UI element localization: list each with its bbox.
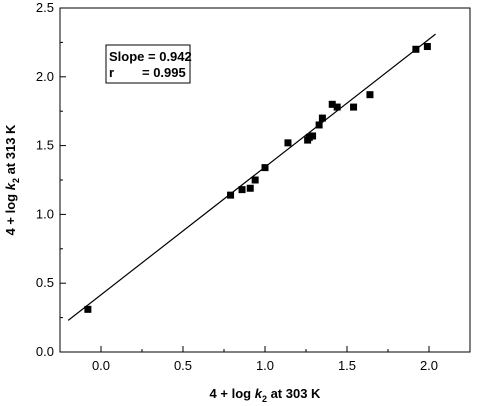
y-axis-title: 4 + log k2 at 313 K	[3, 124, 21, 235]
data-point	[328, 100, 336, 108]
x-tick-label: 0.0	[92, 358, 110, 373]
data-point	[238, 186, 246, 194]
annotation-r-value: = 0.995	[142, 65, 186, 80]
y-tick-label: 2.0	[36, 69, 54, 84]
y-tick-label: 2.5	[36, 0, 54, 15]
data-points	[84, 43, 431, 313]
y-tick-label: 1.0	[36, 206, 54, 221]
data-point	[84, 305, 92, 313]
data-point	[284, 139, 292, 147]
data-point	[366, 91, 374, 99]
data-point	[251, 176, 259, 184]
y-tick-label: 0.5	[36, 275, 54, 290]
data-point	[246, 184, 254, 192]
annotation-box: Slope = 0.942 r = 0.995	[105, 44, 192, 84]
y-tick-label: 0.0	[36, 344, 54, 359]
data-point	[318, 114, 326, 122]
data-point	[423, 43, 431, 51]
data-point	[333, 103, 341, 111]
x-axis-title: 4 + log k2 at 303 K	[210, 386, 321, 404]
x-tick-label: 0.5	[174, 358, 192, 373]
x-tick-label: 1.5	[338, 358, 356, 373]
x-tick-label: 1.0	[256, 358, 274, 373]
tick-layer: 0.0 0.5 1.0 1.5 2.0 0.0 0.5 1.0 1.5 2.0 2.5	[36, 0, 471, 373]
annotation-border	[105, 44, 191, 84]
data-point	[309, 132, 317, 140]
y-tick-label: 1.5	[36, 138, 54, 153]
annotation-r-label: r	[109, 65, 114, 80]
data-point	[315, 121, 323, 129]
x-tick-label: 2.0	[420, 358, 438, 373]
data-point	[227, 191, 235, 199]
data-point	[412, 45, 420, 53]
data-point	[261, 164, 269, 172]
data-point	[350, 103, 358, 111]
annotation-slope: Slope = 0.942	[109, 49, 192, 64]
